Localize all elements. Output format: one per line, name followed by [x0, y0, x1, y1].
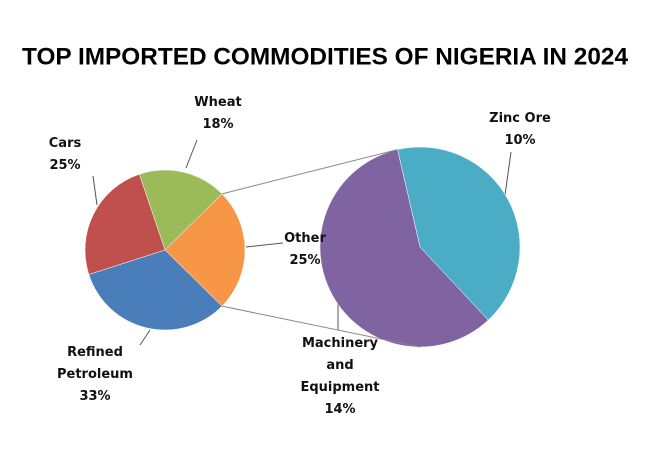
- leader-line: [92, 175, 98, 206]
- category-label: Refined Petroleum: [57, 345, 133, 382]
- leader-line: [504, 151, 512, 196]
- chart-title: TOP IMPORTED COMMODITIES OF NIGERIA IN 2…: [22, 43, 629, 70]
- data-label: Machinery and Equipment 14%: [290, 333, 390, 421]
- leader-line: [245, 242, 284, 248]
- pie-slice: [84, 173, 166, 275]
- value-label: 25%: [49, 158, 81, 173]
- data-label: Other 25%: [270, 228, 340, 272]
- pie-slice: [319, 149, 489, 348]
- category-label: Zinc Ore: [489, 111, 551, 126]
- leader-lines: [92, 139, 512, 346]
- leader-line: [139, 329, 151, 346]
- connector-line: [221, 149, 398, 195]
- value-label: 14%: [324, 402, 356, 417]
- data-label: Zinc Ore 10%: [480, 108, 560, 152]
- data-label: Refined Petroleum 33%: [50, 342, 140, 408]
- value-label: 25%: [289, 253, 321, 268]
- connector-line: [221, 305, 421, 348]
- value-label: 10%: [504, 133, 536, 148]
- data-label: Wheat 18%: [188, 92, 248, 136]
- value-label: 18%: [202, 117, 234, 132]
- category-label: Other: [284, 231, 326, 246]
- value-label: 33%: [79, 389, 111, 404]
- category-label: Wheat: [194, 95, 242, 110]
- pie-slice: [164, 193, 246, 307]
- data-label: Cars 25%: [35, 133, 95, 177]
- leader-line: [185, 139, 198, 169]
- pie-slice: [88, 249, 223, 331]
- pie-slice: [139, 169, 223, 251]
- pie-slice: [397, 146, 521, 321]
- category-label: Cars: [48, 136, 82, 151]
- category-label: Machinery and Equipment: [300, 336, 380, 395]
